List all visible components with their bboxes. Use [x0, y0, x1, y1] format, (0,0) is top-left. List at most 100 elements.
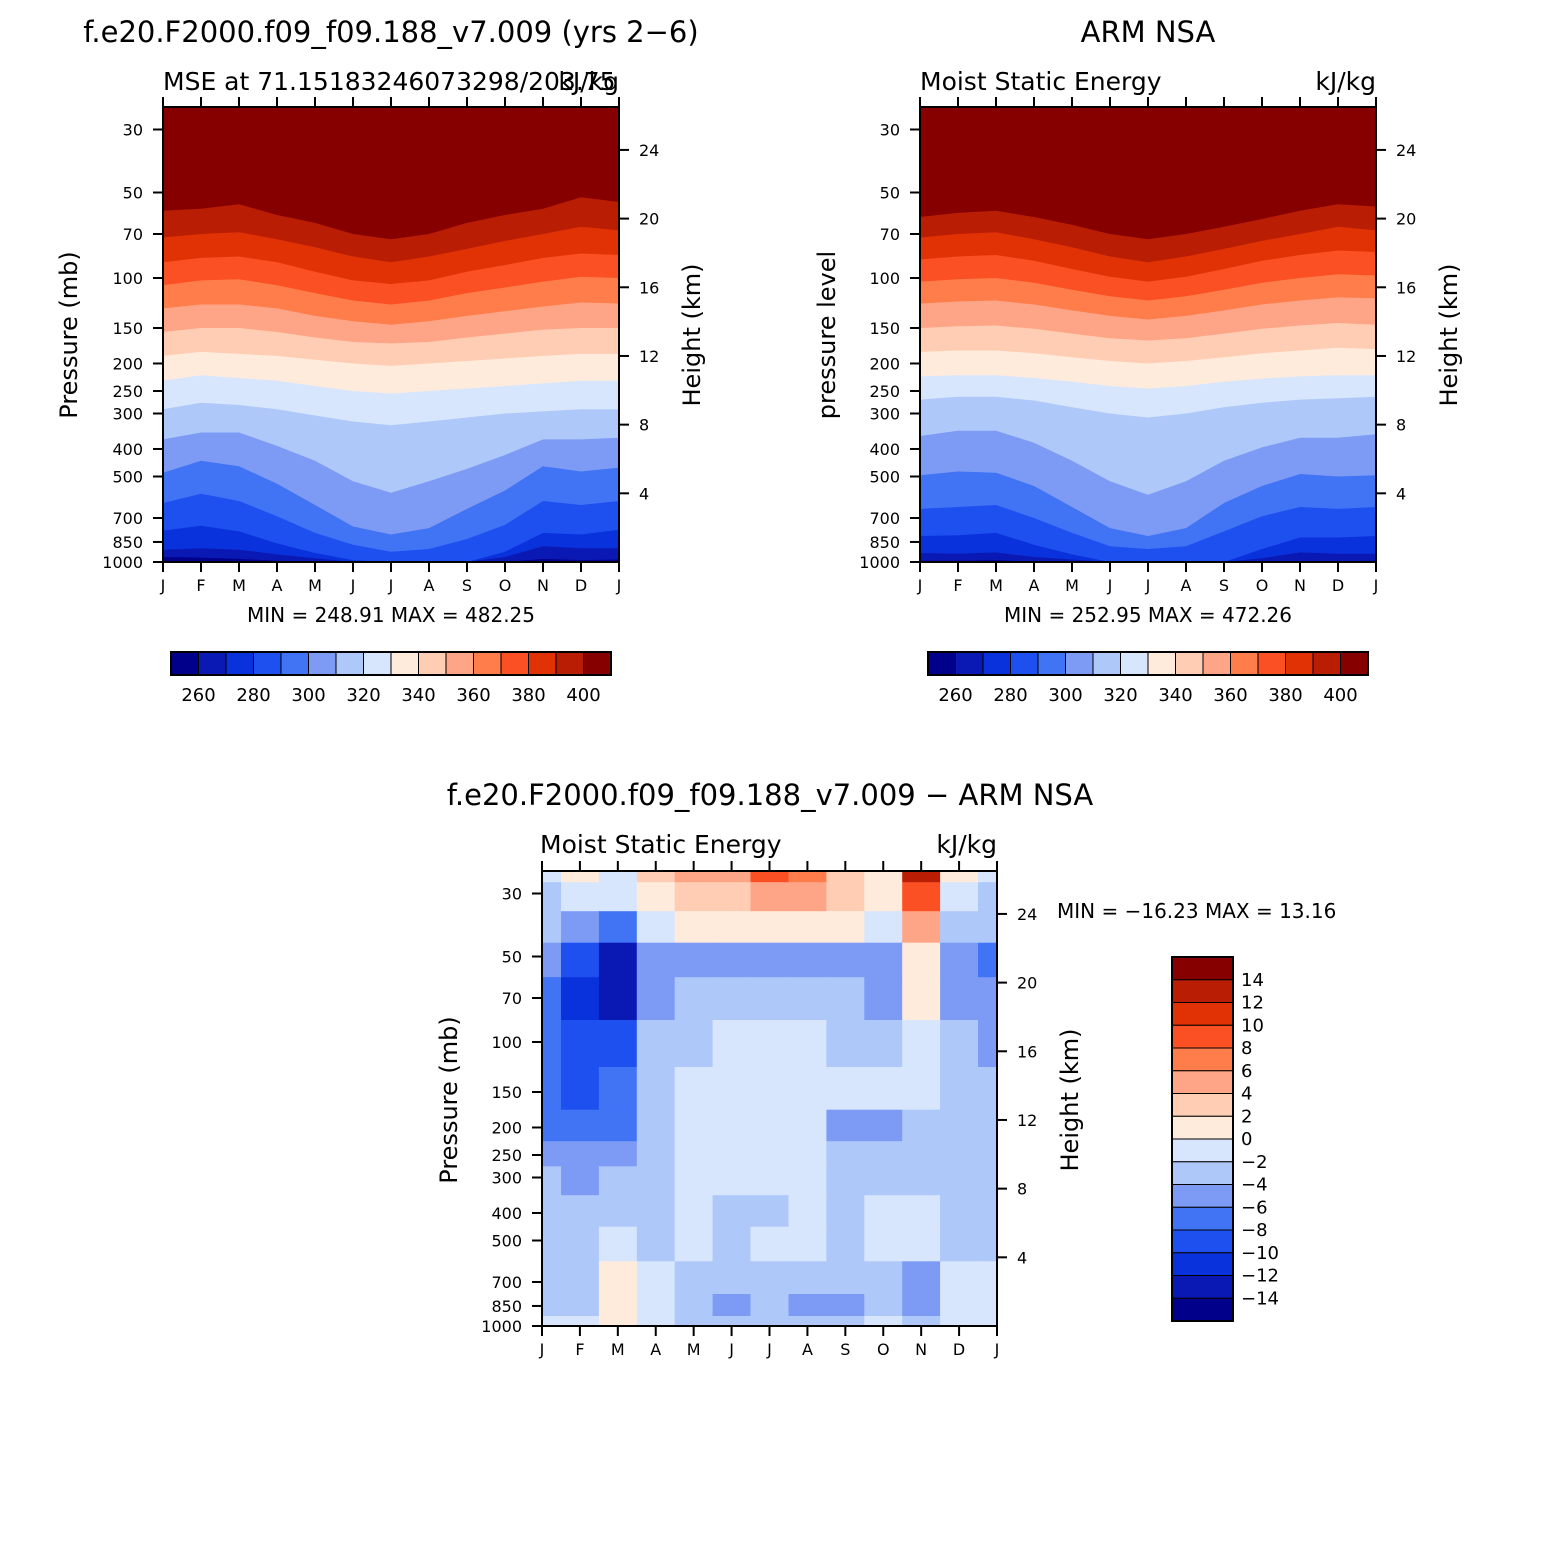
diff-cell [902, 1109, 941, 1142]
model-y-tick-label: 700 [112, 509, 143, 528]
diff-colorbar-box [1171, 1093, 1234, 1117]
obs-x-tick-label: A [1181, 576, 1192, 595]
diff-cell [750, 977, 789, 1021]
diff-cell [788, 911, 827, 944]
panel-diff: f.e20.F2000.f09_f09.188_v7.009 − ARM NSA… [435, 778, 1336, 1359]
obs-colorbar-box [1037, 651, 1066, 676]
model-axes: J F M A M J J A S O N D J 30 50 70 100 150 200 250 300 400 500… [102, 97, 659, 595]
diff-cell [561, 1067, 600, 1111]
diff-cell [636, 942, 676, 978]
diff-colorbar-label: 4 [1241, 1084, 1252, 1105]
diff-colorbar-box [1171, 1138, 1234, 1163]
model-colorbar-box [225, 651, 254, 676]
diff-cell [636, 871, 676, 883]
diff-y-tick-label: 70 [502, 989, 522, 1008]
diff-cell [978, 942, 997, 978]
diff-cell [978, 1294, 997, 1317]
diff-cell [750, 1109, 789, 1142]
obs-x-tick-label: J [1373, 576, 1379, 595]
model-title: f.e20.F2000.f09_f09.188_v7.009 (yrs 2−6) [83, 15, 698, 49]
model-colorbar-label: 300 [291, 685, 325, 706]
model-y2-tick-label: 4 [639, 484, 649, 503]
diff-cell [978, 1261, 997, 1295]
diff-colorbar-label: 6 [1241, 1061, 1252, 1082]
diff-cell [788, 871, 827, 883]
obs-y-tick-label: 850 [869, 533, 900, 552]
model-colorbar-box [390, 651, 419, 676]
diff-cell [940, 1109, 979, 1142]
diff-cell [712, 1141, 752, 1167]
diff-cell [826, 911, 865, 944]
diff-x-tick-label: S [840, 1340, 850, 1359]
diff-cell [750, 1067, 789, 1111]
diff-cell [636, 1316, 676, 1326]
model-x-tick-label: J [350, 576, 356, 595]
diff-cell [674, 1261, 714, 1295]
model-colorbar-label: 360 [456, 685, 490, 706]
diff-cell [598, 1195, 638, 1228]
model-min-max: MIN = 248.91 MAX = 482.25 [247, 603, 535, 627]
model-colorbar-label: 400 [566, 685, 600, 706]
model-x-tick-label: J [388, 576, 394, 595]
model-colorbar-box [473, 651, 502, 676]
diff-cell [561, 1226, 600, 1262]
diff-cell [636, 1195, 676, 1228]
diff-cell [561, 1316, 600, 1326]
obs-y2-tick-label: 20 [1396, 210, 1416, 229]
model-x-tick-label: M [308, 576, 322, 595]
diff-cell [712, 1067, 752, 1111]
diff-cell [826, 1109, 865, 1142]
diff-cell [750, 1316, 789, 1326]
obs-x-tick-label: M [989, 576, 1003, 595]
diff-cell [902, 1195, 941, 1228]
model-x-tick-label: O [499, 576, 512, 595]
diff-cell [542, 1226, 562, 1262]
diff-cell [542, 1316, 562, 1326]
model-colorbar-box [583, 651, 612, 676]
obs-colorbar-label: 320 [1103, 685, 1137, 706]
model-y2-tick-label: 24 [639, 141, 659, 160]
diff-y2-tick-label: 20 [1017, 974, 1037, 993]
diff-cell [561, 1261, 600, 1295]
diff-cell [826, 1067, 865, 1111]
diff-cell [864, 911, 903, 944]
diff-axes: J F M A M J J A S O N D J 30 50 70 100 150 200 250 300 400 500… [481, 861, 1037, 1359]
diff-cell [978, 1109, 997, 1142]
diff-cell [598, 1226, 638, 1262]
diff-cell [750, 1020, 789, 1068]
diff-colorbar-label: −14 [1241, 1288, 1279, 1309]
diff-y-tick-label: 100 [491, 1033, 522, 1052]
diff-cell [598, 882, 638, 912]
model-y-tick-label: 500 [112, 468, 143, 487]
diff-cell [826, 882, 865, 912]
obs-colorbar-box [1230, 651, 1259, 676]
diff-colorbar-box [1171, 1002, 1234, 1026]
obs-x-tick-label: F [953, 576, 962, 595]
obs-colorbar-label: 360 [1213, 685, 1247, 706]
model-colorbar-label: 280 [236, 685, 270, 706]
diff-y-tick-label: 250 [491, 1146, 522, 1165]
diff-cell [542, 882, 562, 912]
model-colorbar-box [363, 651, 392, 676]
obs-y-tick-label: 50 [880, 183, 900, 202]
diff-cell [940, 942, 979, 978]
diff-cell [598, 1294, 638, 1317]
obs-field-label: Moist Static Energy [920, 67, 1162, 96]
model-x-tick-label: J [160, 576, 166, 595]
diff-cell [636, 1067, 676, 1111]
obs-colorbar-box [1010, 651, 1039, 676]
diff-title: f.e20.F2000.f09_f09.188_v7.009 − ARM NSA [447, 778, 1094, 812]
diff-y-tick-label: 400 [491, 1204, 522, 1223]
diff-cell [826, 977, 865, 1021]
obs-colorbar-box [1175, 651, 1204, 676]
diff-cell [598, 1316, 638, 1326]
diff-cell [674, 911, 714, 944]
diff-y-tick-label: 30 [502, 884, 522, 903]
diff-cell [940, 911, 979, 944]
model-y-axis-label: Pressure (mb) [55, 251, 83, 418]
diff-cell [561, 871, 600, 883]
model-colorbar-label: 260 [181, 685, 215, 706]
model-units-label: kJ/kg [558, 67, 619, 96]
model-colorbar-box [500, 651, 529, 676]
diff-cell [542, 1195, 562, 1228]
